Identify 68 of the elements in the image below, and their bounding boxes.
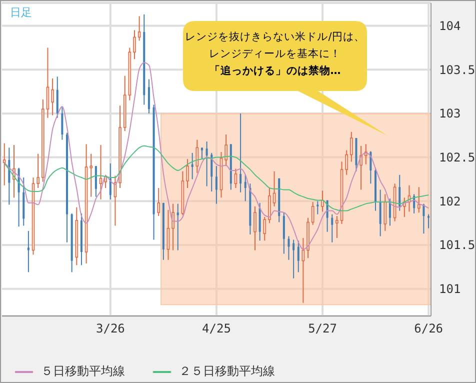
candlestick [148,78,150,114]
candlestick [350,131,353,162]
candlestick [133,30,136,60]
candlestick [94,166,97,198]
candlestick [360,145,362,190]
candlestick [56,76,58,118]
candlestick [200,147,203,160]
candlestick [166,209,170,260]
candlestick [138,16,141,42]
candlestick [336,216,338,238]
candlestick [321,190,324,212]
candlestick [388,198,391,226]
candlestick [422,203,425,234]
candlestick [417,186,420,214]
candlestick [36,153,40,188]
candlestick [27,230,30,273]
candlestick [272,170,276,207]
candlestick [345,150,348,176]
candlestick [157,187,160,217]
candlestick [316,200,319,215]
candlestick [234,168,238,188]
y-tick-label: 104 [439,19,461,34]
candlestick [244,174,246,202]
candlestick [210,152,213,192]
x-tick-label: 4/25 [202,322,231,336]
candlestick [263,216,266,242]
candlestick [215,166,218,204]
candlestick [61,106,64,140]
legend-label: ５日移動平均線 [41,363,125,380]
candlestick [206,141,208,187]
candlestick [2,142,6,186]
candlestick [90,153,93,198]
candlestick [370,150,372,184]
y-tick-label: 102 [439,194,461,208]
candlestick [268,187,271,224]
candlestick [379,189,382,237]
candlestick [297,240,300,273]
candlestick [240,112,242,193]
y-tick-label: 103.5 [439,62,476,77]
candlestick [224,134,228,167]
candlestick [109,162,112,200]
x-tick-label: 6/26 [414,322,444,336]
candlestick [186,158,189,188]
annotation: 日足 [10,5,32,20]
legend-label: ２５日移動平均線 [179,363,275,380]
annotation: レンジを抜けきらない米ドル/円は、レンジディールを基本に！ [184,30,366,62]
candlestick [292,239,295,279]
candlestick [254,206,256,251]
annotation: 「追っかける」のは禁物… [208,64,342,79]
candlestick [99,144,102,200]
candlestick [191,152,194,180]
y-tick-label: 102.5 [439,150,476,165]
candlestick [176,203,179,251]
x-tick-label: 3/26 [96,322,125,336]
candlestick [282,212,285,254]
candlestick [288,236,290,260]
candlestick [172,203,174,251]
candlestick [331,214,334,243]
y-tick-label: 101 [439,282,461,296]
candlestick [384,194,387,232]
candlestick [258,202,261,242]
candlestick [51,78,54,116]
candlestick [428,214,430,229]
y-tick-label: 103 [439,106,461,121]
x-tick-label: 5/27 [308,322,337,336]
y-tick-label: 101.5 [439,238,476,252]
candlestick [311,202,314,226]
candlestick [398,174,401,212]
